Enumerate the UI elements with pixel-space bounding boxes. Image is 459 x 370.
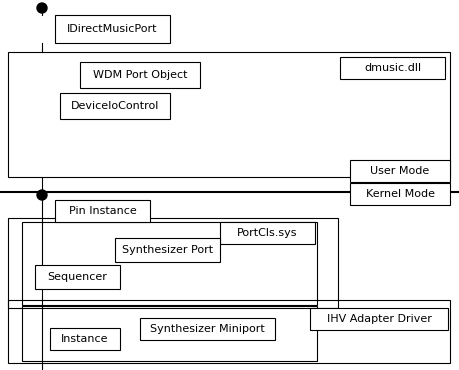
Bar [80, 62, 200, 88]
Text: Sequencer: Sequencer [48, 272, 107, 282]
Bar [350, 183, 450, 205]
Circle shape [37, 190, 47, 200]
Bar [22, 306, 317, 361]
Bar [55, 15, 170, 43]
Text: Kernel Mode: Kernel Mode [365, 189, 435, 199]
Text: User Mode: User Mode [370, 166, 430, 176]
Text: IDirectMusicPort: IDirectMusicPort [67, 24, 158, 34]
Text: IHV Adapter Driver: IHV Adapter Driver [326, 314, 431, 324]
Bar [340, 57, 445, 79]
Bar [115, 238, 220, 262]
Bar [310, 308, 448, 330]
Bar [22, 222, 317, 305]
Text: WDM Port Object: WDM Port Object [93, 70, 187, 80]
Bar [8, 52, 450, 177]
Bar [8, 218, 338, 308]
Text: Pin Instance: Pin Instance [69, 206, 136, 216]
Bar [50, 328, 120, 350]
Text: Synthesizer Miniport: Synthesizer Miniport [150, 324, 265, 334]
Bar [55, 200, 150, 222]
Circle shape [37, 3, 47, 13]
Text: Synthesizer Port: Synthesizer Port [122, 245, 213, 255]
Bar [350, 160, 450, 182]
Bar [60, 93, 170, 119]
Bar [8, 300, 450, 363]
Text: dmusic.dll: dmusic.dll [364, 63, 421, 73]
Bar [35, 265, 120, 289]
Bar [220, 222, 315, 244]
Text: DeviceIoControl: DeviceIoControl [71, 101, 159, 111]
Text: PortCls.sys: PortCls.sys [237, 228, 298, 238]
Text: Instance: Instance [61, 334, 109, 344]
Bar [140, 318, 275, 340]
